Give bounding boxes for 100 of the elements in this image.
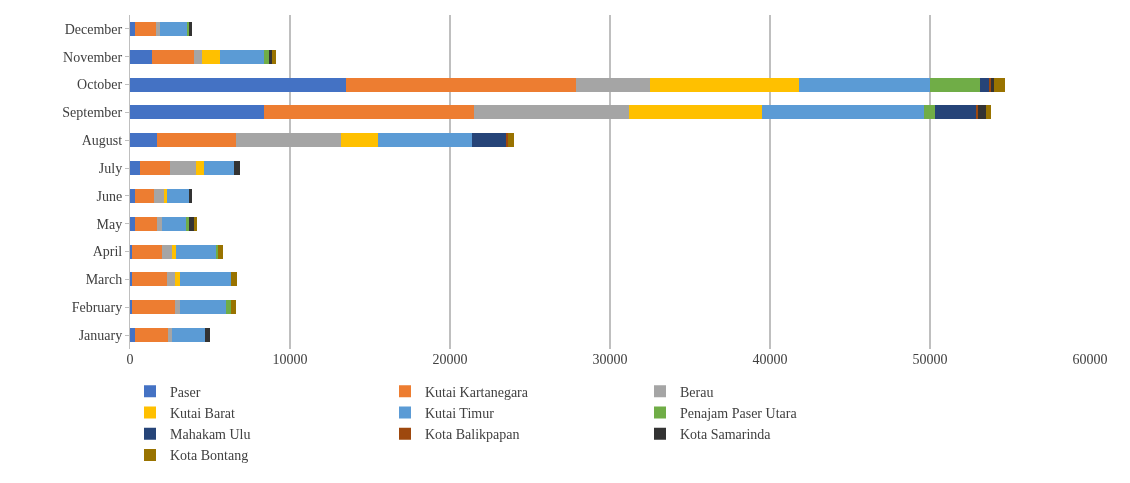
bar bbox=[160, 21, 188, 36]
bar bbox=[154, 188, 164, 203]
bar bbox=[235, 133, 342, 148]
bar bbox=[930, 77, 980, 92]
y-tick-label: October bbox=[77, 77, 123, 93]
bar bbox=[134, 216, 158, 231]
x-tick-label: 40000 bbox=[752, 352, 788, 367]
bar bbox=[179, 300, 226, 315]
bar bbox=[378, 133, 473, 148]
y-tick-label: March bbox=[85, 272, 123, 288]
bar bbox=[203, 161, 234, 176]
bar bbox=[189, 216, 194, 231]
bar bbox=[162, 216, 186, 231]
bar bbox=[130, 216, 135, 231]
bar bbox=[174, 300, 180, 315]
bar bbox=[174, 272, 180, 287]
bar bbox=[166, 272, 175, 287]
y-tick-label: June bbox=[96, 188, 123, 204]
y-tick-label: July bbox=[98, 160, 123, 176]
x-tick-label: 10000 bbox=[272, 352, 308, 367]
bar bbox=[134, 21, 156, 36]
bar bbox=[507, 133, 514, 148]
bar bbox=[139, 161, 170, 176]
y-tick-label: January bbox=[78, 327, 123, 343]
bar bbox=[472, 133, 506, 148]
bar bbox=[171, 328, 206, 343]
bar bbox=[264, 49, 270, 64]
legend-label: Mahakam Ulu bbox=[170, 427, 251, 443]
y-tick-label: December bbox=[64, 21, 123, 37]
bar bbox=[130, 328, 135, 343]
bar bbox=[130, 49, 153, 64]
bar bbox=[194, 49, 202, 64]
bar bbox=[979, 77, 990, 92]
bar bbox=[994, 77, 1006, 92]
legend-label: Kota Samarinda bbox=[680, 427, 772, 443]
bar bbox=[650, 77, 799, 92]
bar bbox=[134, 328, 169, 343]
x-tick-label: 60000 bbox=[1072, 352, 1108, 367]
bar bbox=[130, 161, 140, 176]
legend-label: Paser bbox=[170, 384, 201, 400]
bar bbox=[230, 300, 236, 315]
bar bbox=[202, 49, 220, 64]
bar bbox=[170, 161, 196, 176]
bar bbox=[226, 300, 231, 315]
bar bbox=[131, 244, 162, 259]
bar bbox=[157, 133, 236, 148]
bar bbox=[576, 77, 650, 92]
bar bbox=[157, 216, 162, 231]
bar bbox=[346, 77, 577, 92]
bar bbox=[131, 300, 175, 315]
legend-label: Kutai Kartanegara bbox=[425, 384, 529, 400]
bar bbox=[219, 49, 265, 64]
bar bbox=[341, 133, 378, 148]
y-tick-label: February bbox=[71, 300, 123, 316]
legend-label: Berau bbox=[680, 384, 714, 400]
bar bbox=[194, 216, 198, 231]
bar bbox=[130, 21, 135, 36]
bar bbox=[130, 133, 158, 148]
legend-label: Kutai Barat bbox=[170, 405, 236, 421]
y-tick-label: April bbox=[92, 244, 123, 260]
x-tick-label: 20000 bbox=[432, 352, 468, 367]
bar bbox=[186, 216, 190, 231]
legend-label: Penajam Paser Utara bbox=[680, 405, 798, 421]
bar bbox=[234, 161, 241, 176]
bar bbox=[195, 161, 204, 176]
bar bbox=[978, 105, 986, 120]
bar bbox=[218, 244, 223, 259]
y-tick-label: August bbox=[81, 133, 123, 149]
bar bbox=[179, 272, 231, 287]
x-tick-label: 0 bbox=[126, 352, 134, 367]
bar bbox=[134, 188, 154, 203]
x-tick-label: 50000 bbox=[912, 352, 948, 367]
legend-label: Kutai Timur bbox=[425, 405, 495, 421]
bar bbox=[168, 328, 172, 343]
bar bbox=[130, 77, 346, 92]
bar bbox=[189, 188, 193, 203]
x-tick-label: 30000 bbox=[592, 352, 628, 367]
bar bbox=[798, 77, 930, 92]
legend-label: Kota Bontang bbox=[170, 448, 249, 464]
bar bbox=[264, 105, 474, 120]
bar bbox=[130, 105, 265, 120]
bar bbox=[162, 244, 172, 259]
bar bbox=[205, 328, 210, 343]
bar bbox=[934, 105, 977, 120]
bar bbox=[923, 105, 935, 120]
bar bbox=[163, 188, 167, 203]
y-tick-label: November bbox=[63, 49, 123, 65]
bar bbox=[230, 272, 238, 287]
bar bbox=[629, 105, 762, 120]
bar bbox=[131, 272, 167, 287]
bar bbox=[474, 105, 630, 120]
bar bbox=[762, 105, 924, 120]
bar bbox=[166, 188, 190, 203]
bar bbox=[130, 188, 135, 203]
bar bbox=[152, 49, 194, 64]
y-tick-label: May bbox=[96, 216, 123, 232]
bar bbox=[176, 244, 217, 259]
legend-label: Kota Balikpapan bbox=[425, 427, 520, 443]
y-tick-label: September bbox=[62, 105, 123, 121]
bar bbox=[986, 105, 991, 120]
